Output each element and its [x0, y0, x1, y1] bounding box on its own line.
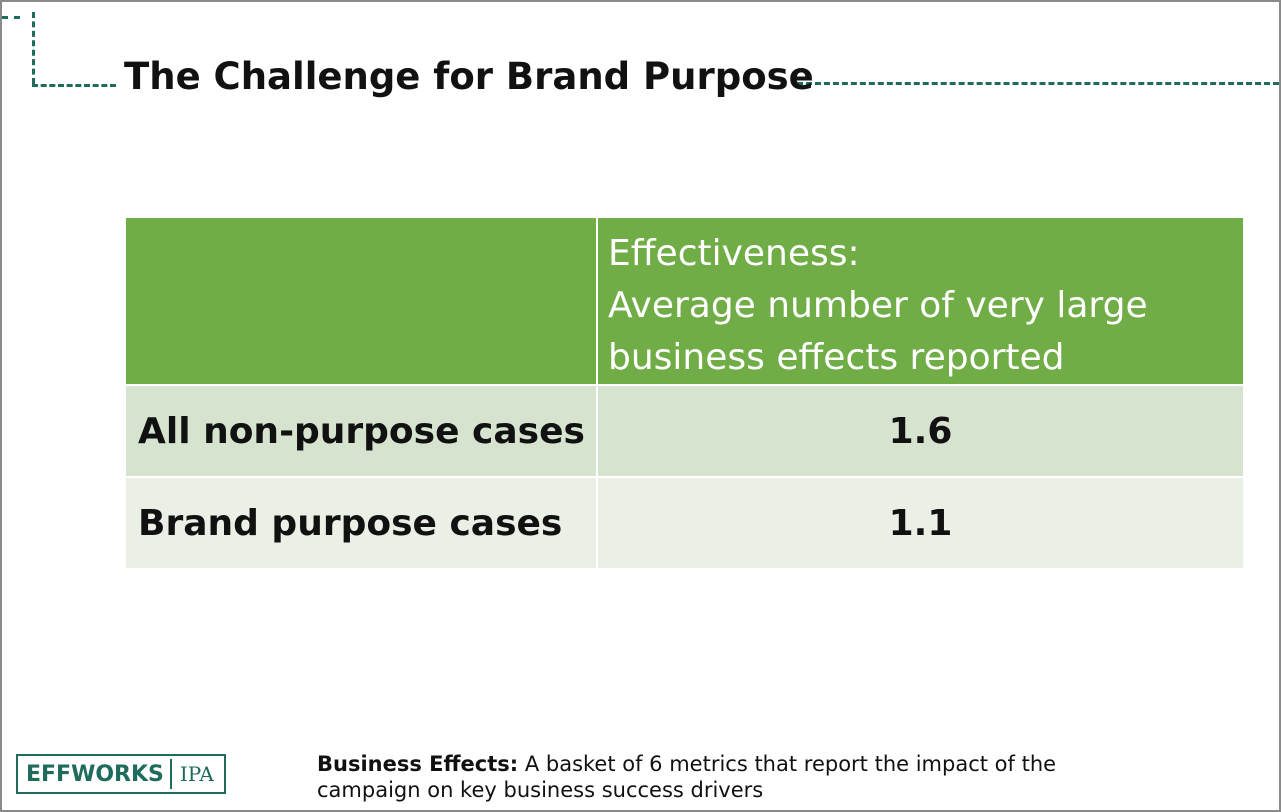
logo-effworks-text: EFFWORKS	[26, 761, 164, 787]
effworks-ipa-logo: EFFWORKS IPA	[16, 754, 226, 794]
row-value: 1.1	[596, 476, 1245, 570]
footnote: Business Effects: A basket of 6 metrics …	[317, 751, 1117, 803]
decorative-dashed-line-top	[2, 16, 20, 19]
header-line-1: Effectiveness:	[608, 233, 860, 274]
footnote-text: A basket of 6 metrics that report the im…	[317, 752, 1057, 802]
header-line-2: Average number of very large	[608, 285, 1148, 326]
logo-ipa-text: IPA	[179, 762, 214, 786]
slide-title: The Challenge for Brand Purpose	[124, 55, 814, 98]
header-line-3: business effects reported	[608, 337, 1065, 378]
decorative-dashed-line-left	[32, 84, 116, 87]
decorative-dashed-line-vertical	[32, 12, 35, 84]
row-label: Brand purpose cases	[124, 476, 598, 570]
table-row: All non-purpose cases 1.6	[124, 384, 1245, 478]
table-row: Brand purpose cases 1.1	[124, 476, 1245, 570]
effectiveness-table: Effectiveness: Average number of very la…	[124, 216, 1245, 570]
decorative-dashed-line-right	[797, 82, 1279, 85]
footnote-term: Business Effects:	[317, 752, 519, 776]
table-header-row: Effectiveness: Average number of very la…	[124, 216, 1245, 386]
row-value: 1.6	[596, 384, 1245, 478]
logo-divider	[169, 759, 172, 789]
table-header-empty-cell	[124, 216, 598, 386]
table-header-effectiveness: Effectiveness: Average number of very la…	[596, 216, 1245, 386]
row-label: All non-purpose cases	[124, 384, 598, 478]
